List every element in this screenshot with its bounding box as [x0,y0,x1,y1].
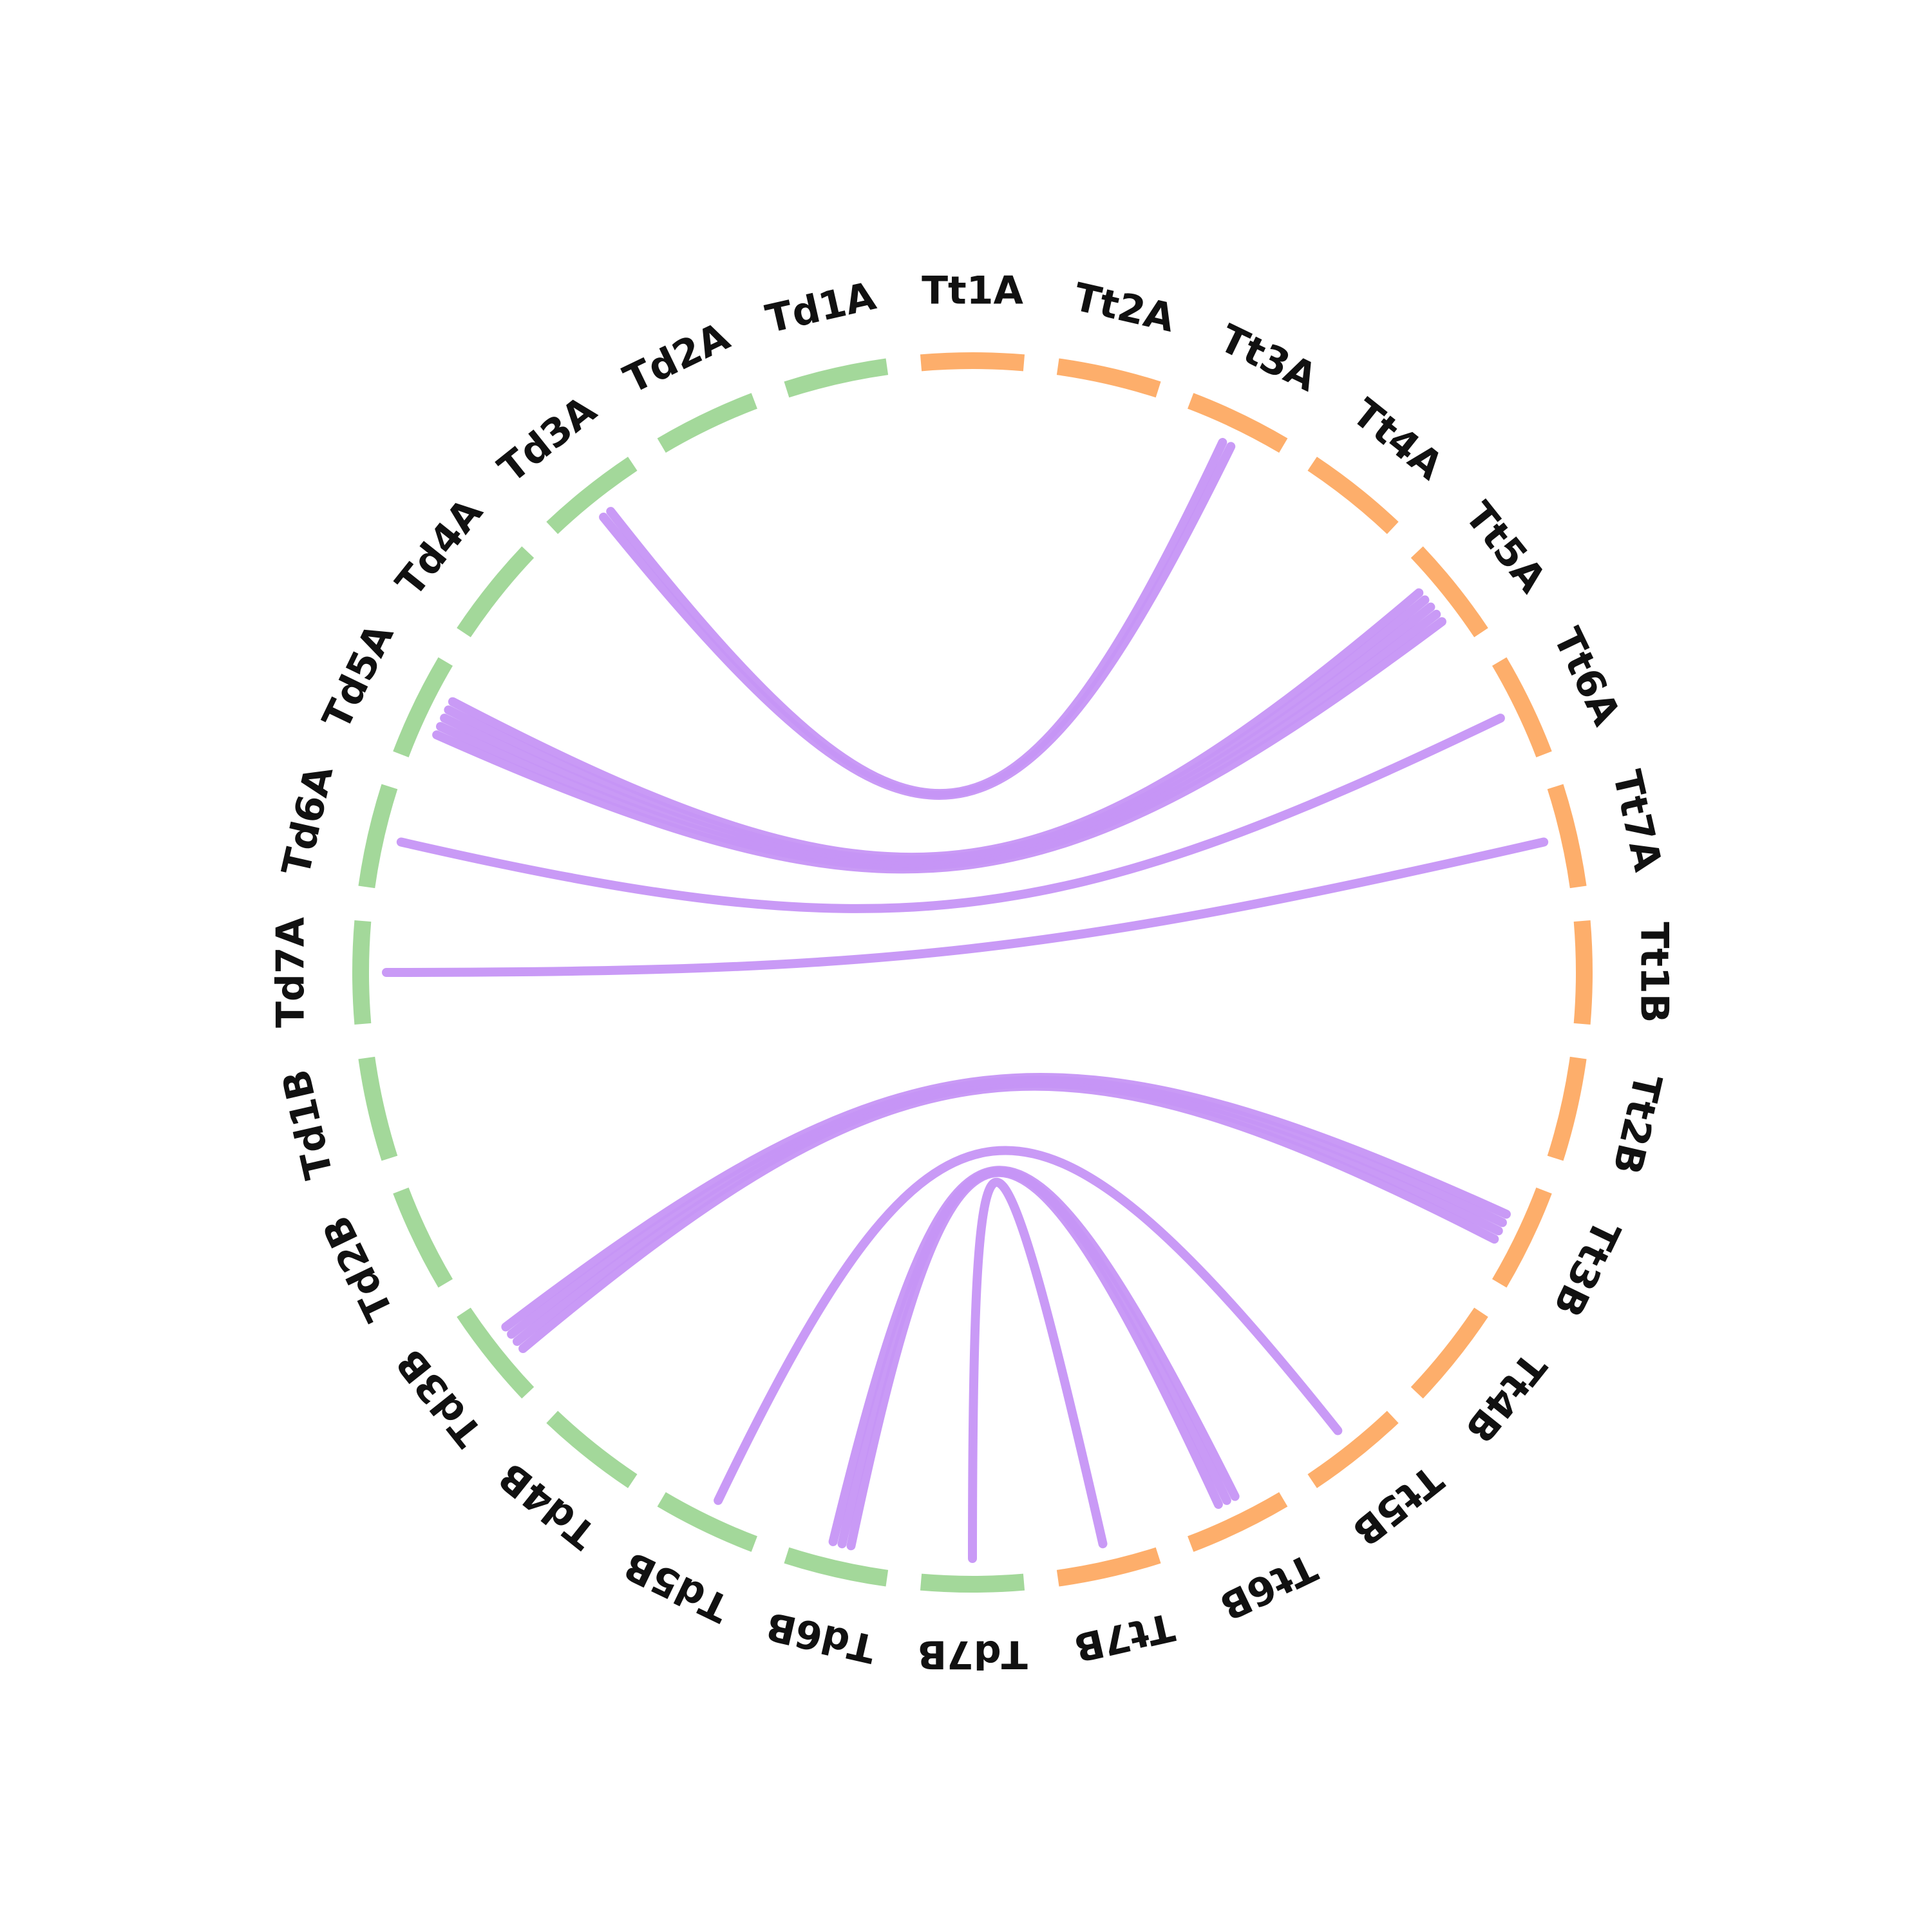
link-td7a-tt7a [382,837,1549,977]
chromosome-arc-td7a [352,920,372,1025]
chromosome-arc-tt1a [920,352,1025,372]
chromosome-label-td6a: Td6A [274,761,343,880]
chromosome-label-tt1a: Tt1A [922,269,1023,314]
chromosome-arc-td4b [546,1410,638,1488]
link-td5b-tt5b [714,1146,1343,1505]
chromosome-arc-td4a [457,546,535,638]
chromosome-label-td7a: Td7A [269,916,314,1028]
chromosome-label-td2b: Td2B [314,1209,402,1328]
chromosome-label-tt7a: Tt7A [1604,766,1670,876]
links-layer [382,438,1549,1563]
chromosome-label-tt1b: Tt1B [1631,922,1676,1023]
chromosome-label-td4b: Td4B [490,1454,605,1558]
chromosome-label-tt3a: Tt3A [1213,316,1324,401]
chromosome-arc-td1a [784,358,889,398]
chromosome-label-td3a: Td3A [490,387,605,491]
link-td6b-tt6b [828,1166,1240,1546]
chromosome-arc-tt1b [1573,920,1593,1025]
link-td5a-tt5a [448,588,1424,862]
link-td5a-tt5a [432,617,1446,874]
chromosome-label-tt4a: Tt4A [1343,390,1451,489]
chromosome-arc-td2a [657,393,757,453]
chromosome-label-td3b: Td3B [388,1340,492,1455]
chromosome-arc-td5b [657,1492,757,1552]
chromosome-arc-tt3b [1492,1188,1552,1288]
chromosome-arc-tt2a [1056,358,1161,398]
chromosome-label-td1a: Td1A [762,274,880,343]
chromosome-arc-td1b [358,1056,398,1161]
chromosome-arc-tt5b [1307,1410,1399,1488]
link-td5a-tt5a [436,609,1441,871]
chromosome-label-td1b: Td1B [274,1065,342,1183]
chromosome-label-tt5a: Tt5A [1456,494,1555,601]
chromosome-label-tt4b: Tt4B [1456,1344,1555,1451]
chromosome-arc-tt4b [1410,1307,1488,1399]
chromosome-label-td7b: Td7B [917,1631,1027,1676]
chromosome-label-td6b: Td6B [762,1603,880,1671]
chromosome-label-tt2b: Tt2B [1604,1070,1670,1179]
chromosome-label-tt6b: Tt6B [1213,1544,1323,1629]
chromosome-arc-tt6b [1188,1492,1288,1552]
chromosome-arc-td3a [546,457,638,535]
chromosome-label-td4a: Td4A [388,490,492,605]
chromosome-arc-tt3a [1188,393,1288,453]
link-td7b-tt7b [968,1177,1108,1563]
chromosome-label-tt3b: Tt3B [1544,1213,1629,1323]
chromosome-arc-tt4a [1307,457,1399,535]
chromosome-arc-tt6a [1492,657,1552,757]
chromosome-arc-tt5a [1410,546,1488,638]
chromosome-arc-td7b [920,1573,1025,1593]
chromosome-arc-td2b [393,1188,453,1288]
chromosome-label-tt6a: Tt6A [1544,621,1629,733]
chromosome-label-tt7b: Tt7B [1070,1604,1179,1670]
chromosome-arc-td6b [784,1547,889,1587]
chromosome-arc-tt7b [1056,1547,1161,1587]
chromosome-label-td2a: Td2A [617,314,737,402]
link-td3a-tt3a [606,438,1227,799]
chromosome-arc-tt7a [1547,784,1587,889]
chromosome-label-td5a: Td5A [314,617,403,737]
chromosome-arcs [352,352,1593,1593]
link-td3b-tt3b [501,1073,1511,1332]
chromosome-label-tt5b: Tt5B [1344,1456,1451,1555]
chromosome-arc-td6a [358,784,398,889]
link-td3b-tt3b [507,1075,1507,1339]
chromosome-label-tt2a: Tt2A [1070,274,1179,341]
link-td6a-tt6a [396,714,1505,913]
chromosome-arc-td5a [393,657,453,757]
chromosome-arc-td3b [457,1307,535,1399]
chromosome-label-td5b: Td5B [617,1542,736,1631]
chromosome-arc-tt2b [1547,1056,1587,1161]
